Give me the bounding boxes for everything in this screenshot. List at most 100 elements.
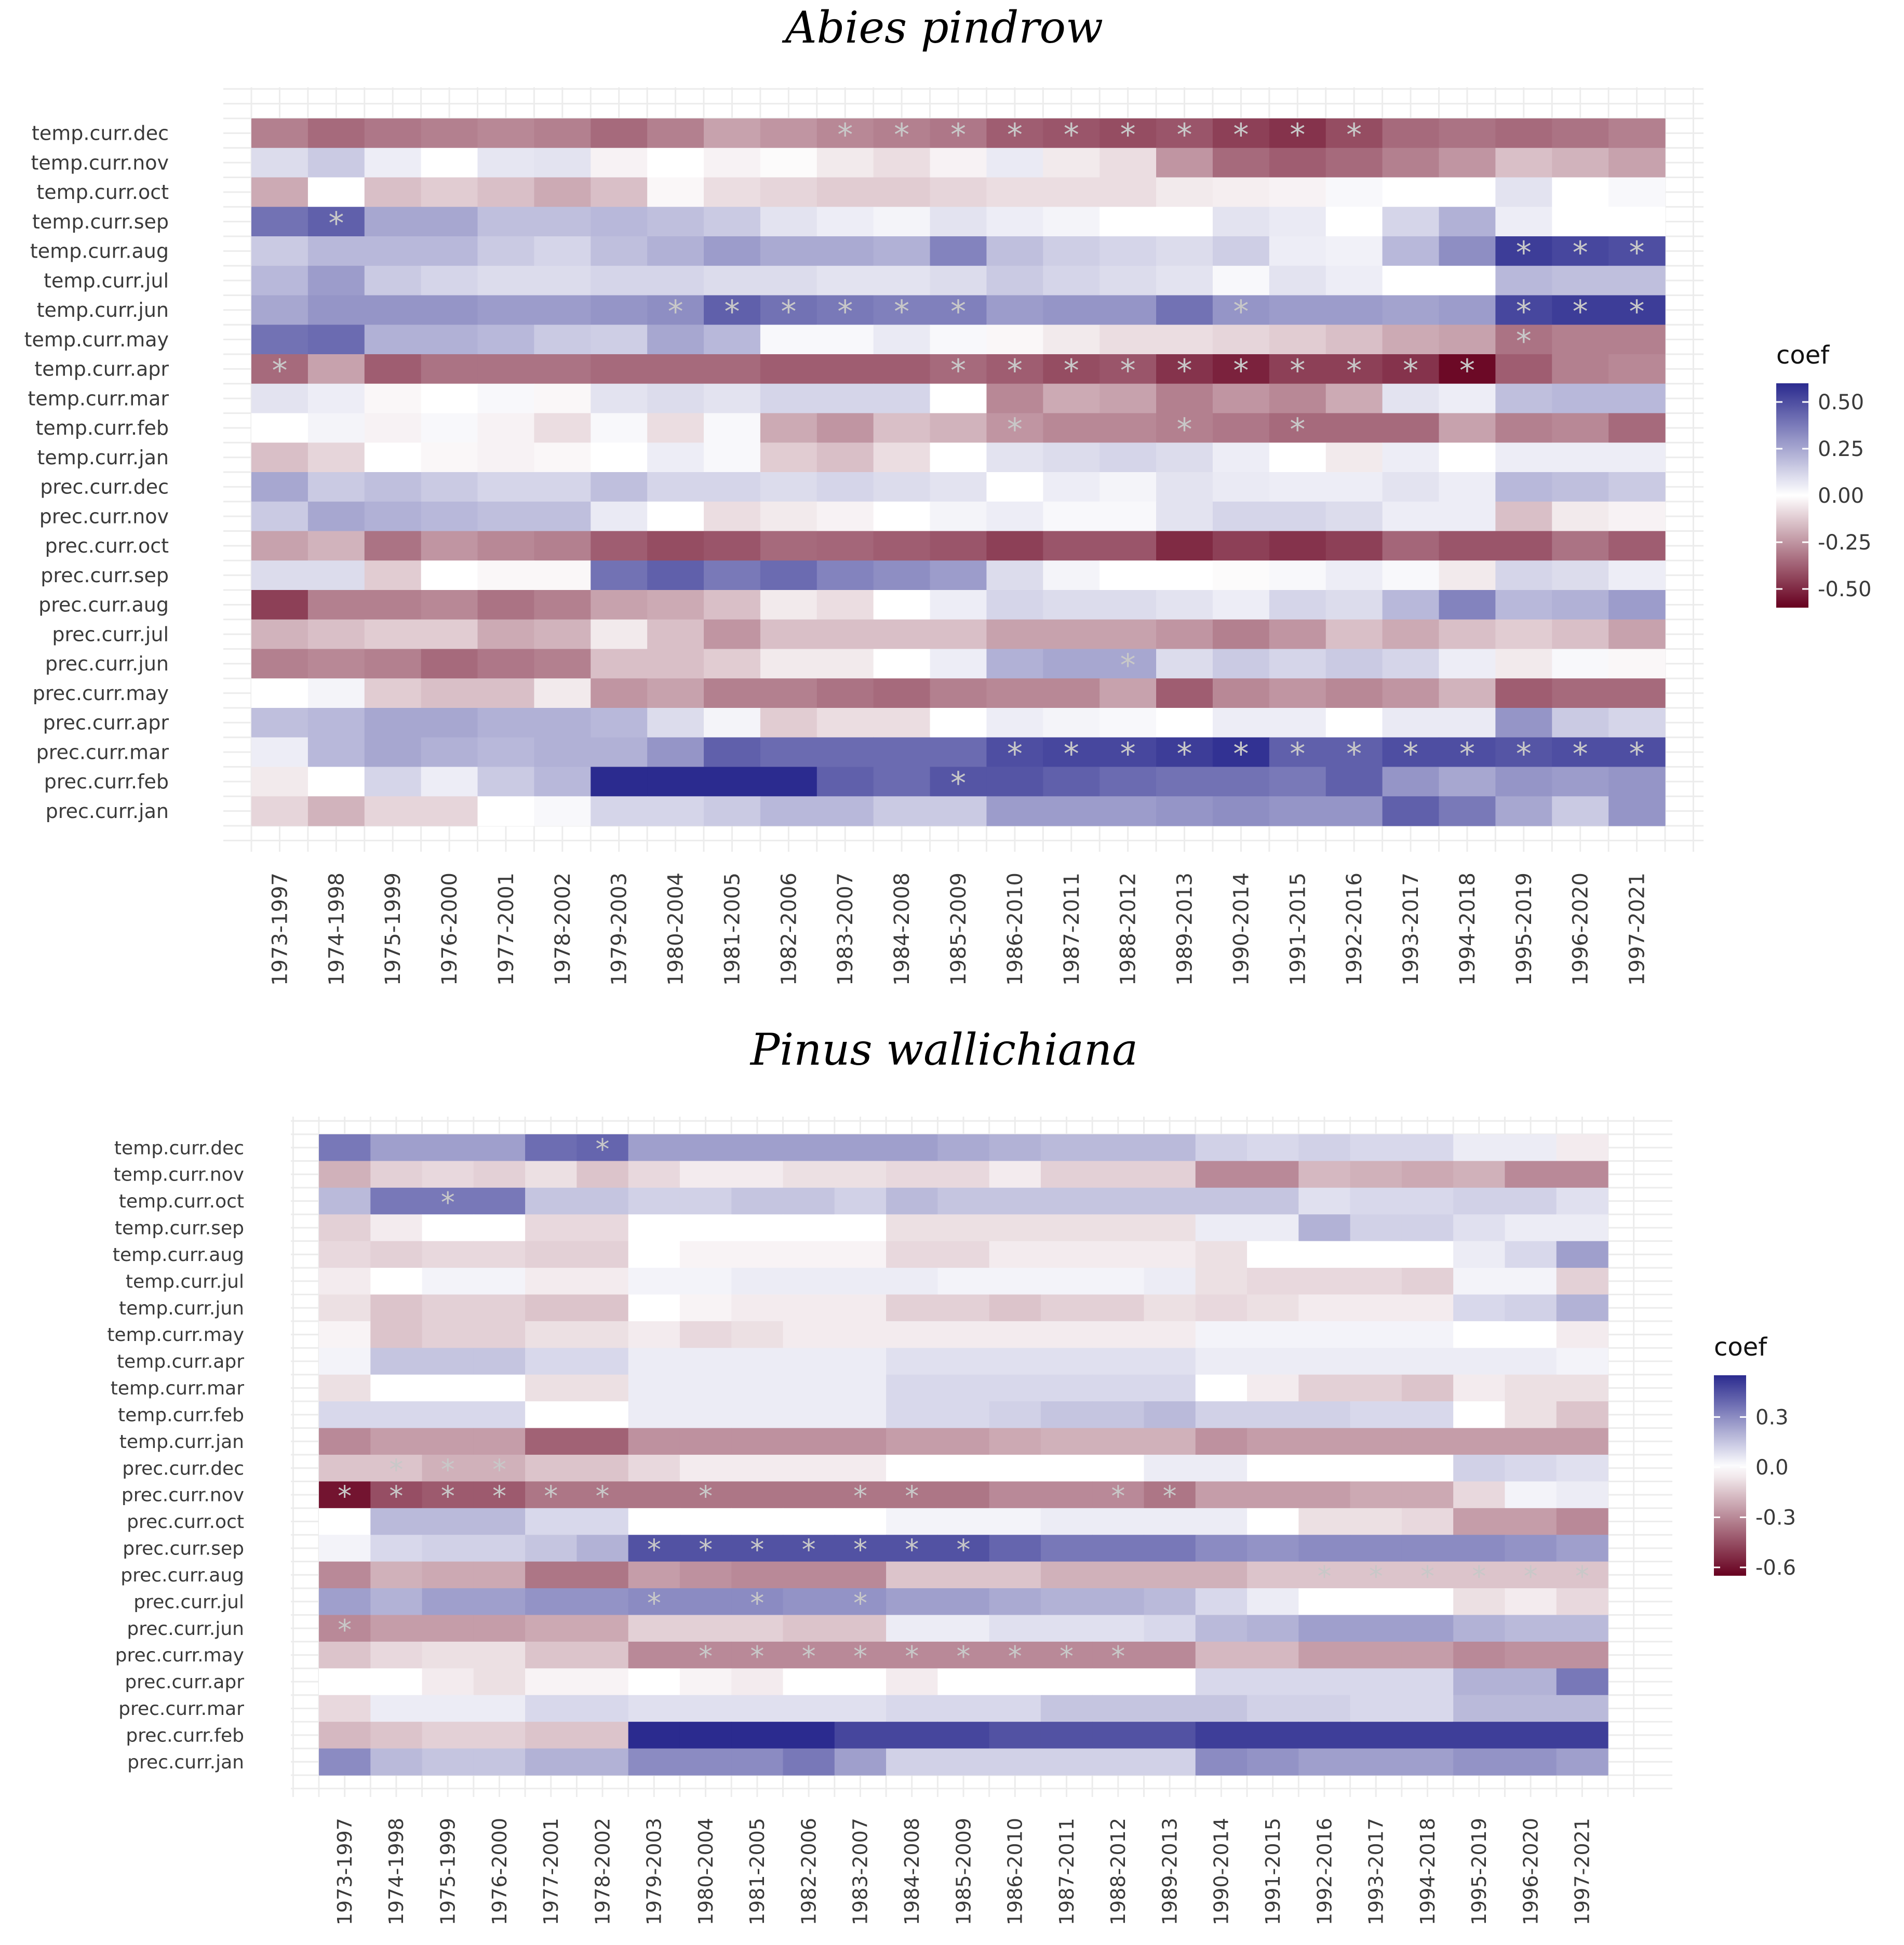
significance-star: * [1629, 294, 1645, 330]
significance-star: * [853, 1640, 867, 1673]
heatmap-cell [647, 649, 704, 679]
heatmap-cell [1401, 1641, 1454, 1669]
heatmap-cell [1043, 383, 1100, 414]
heatmap-cell [704, 619, 761, 650]
heatmap-cell [1212, 472, 1270, 502]
heatmap-cell [1439, 796, 1496, 826]
heatmap-cell [930, 265, 987, 296]
heatmap-cell [477, 118, 534, 149]
heatmap-cell [1552, 147, 1609, 178]
heatmap-cell [1350, 1588, 1402, 1616]
heatmap-cell [1156, 413, 1213, 443]
heatmap-cell [986, 383, 1043, 414]
heatmap-cell [421, 118, 478, 149]
heatmap-cell [251, 295, 309, 325]
heatmap-cell [1156, 236, 1213, 266]
heatmap-cell [534, 177, 591, 207]
row-label: temp.curr.dec [32, 122, 169, 145]
heatmap-cell [1608, 767, 1666, 797]
significance-star: * [837, 294, 853, 330]
heatmap-cell [731, 1535, 784, 1562]
heatmap-cell [873, 678, 931, 708]
heatmap-cell [628, 1588, 680, 1616]
heatmap-cell [647, 737, 704, 768]
significance-star: * [1629, 235, 1645, 271]
heatmap-cell [1325, 236, 1383, 266]
heatmap-cell [816, 472, 874, 502]
heatmap-cell [1144, 1722, 1196, 1749]
significance-star: * [1629, 736, 1645, 772]
heatmap-cell [873, 560, 931, 591]
significance-star: * [1516, 294, 1532, 330]
heatmap-cell [628, 1668, 680, 1696]
significance-star: * [1007, 353, 1023, 389]
heatmap-cell [1453, 1588, 1506, 1616]
legend-tick-label: 0.25 [1818, 437, 1864, 461]
heatmap-cell [1043, 295, 1100, 325]
heatmap-cell [251, 619, 309, 650]
significance-star: * [750, 1587, 764, 1619]
heatmap-cell [1144, 1187, 1196, 1215]
heatmap-cell [1100, 147, 1157, 178]
heatmap-cell [1269, 236, 1326, 266]
heatmap-cell [307, 118, 365, 149]
column-label: 1996-2020 [1569, 873, 1593, 986]
heatmap-cell [421, 737, 478, 768]
heatmap-cell [1453, 1134, 1506, 1162]
heatmap-cell [1505, 1668, 1557, 1696]
heatmap-cell [704, 501, 761, 532]
heatmap-cell [760, 118, 817, 149]
heatmap-cell [1247, 1641, 1299, 1669]
heatmap-cell [1325, 207, 1383, 237]
heatmap-cell [1325, 177, 1383, 207]
heatmap-cell [1212, 560, 1270, 591]
heatmap-cell [370, 1748, 423, 1776]
heatmap-cell [704, 796, 761, 826]
heatmap-cell [1144, 1561, 1196, 1589]
heatmap-cell [989, 1695, 1041, 1722]
heatmap-cell [421, 236, 478, 266]
heatmap-cell [1552, 354, 1609, 384]
heatmap-cell [319, 1134, 371, 1162]
heatmap-cell [1552, 590, 1609, 620]
heatmap-cell [364, 737, 422, 768]
heatmap-cell [986, 147, 1043, 178]
heatmap-cell [251, 767, 309, 797]
heatmap-cell [534, 501, 591, 532]
row-label: prec.curr.mar [36, 741, 169, 763]
column-label: 1985-2009 [947, 873, 971, 986]
heatmap-cell [1382, 737, 1440, 768]
heatmap-cell [1382, 649, 1440, 679]
heatmap-cell [731, 1508, 784, 1535]
heatmap-cell [1092, 1134, 1145, 1162]
heatmap-cell [816, 236, 874, 266]
heatmap-cell [591, 265, 648, 296]
heatmap-cell [1100, 207, 1157, 237]
heatmap-cell [731, 1561, 784, 1589]
heatmap-cell [886, 1695, 938, 1722]
heatmap-cell [591, 619, 648, 650]
heatmap-cell [731, 1695, 784, 1722]
heatmap-cell [307, 147, 365, 178]
heatmap-cell [731, 1241, 784, 1268]
heatmap-cell [647, 295, 704, 325]
heatmap-cell [1552, 207, 1609, 237]
heatmap-cell [986, 796, 1043, 826]
heatmap-cell [647, 531, 704, 561]
heatmap-cell [364, 619, 422, 650]
heatmap-cell [834, 1241, 887, 1268]
row-label: prec.curr.may [33, 682, 169, 705]
heatmap-cell [591, 737, 648, 768]
heatmap-cell [477, 678, 534, 708]
heatmap-cell [319, 1294, 371, 1322]
heatmap-cell [647, 501, 704, 532]
heatmap-cell [1212, 619, 1270, 650]
heatmap-cell [760, 767, 817, 797]
heatmap-cell [834, 1294, 887, 1322]
heatmap-cell [477, 177, 534, 207]
significance-star: * [492, 1480, 506, 1513]
heatmap-cell [647, 796, 704, 826]
row-label: temp.curr.jan [119, 1431, 244, 1453]
heatmap-cell [930, 531, 987, 561]
heatmap-cell [834, 1428, 887, 1455]
